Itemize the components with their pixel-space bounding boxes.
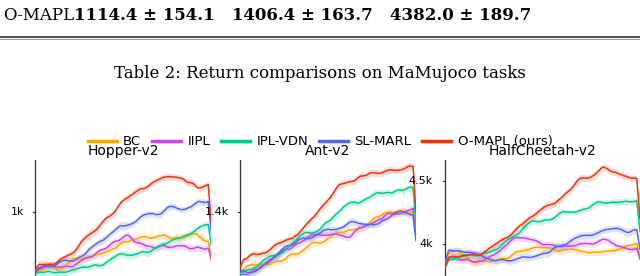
Title: HalfCheetah-v2: HalfCheetah-v2 [488,144,596,158]
Title: Hopper-v2: Hopper-v2 [88,144,159,158]
Text: Table 2: Return comparisons on MaMujoco tasks: Table 2: Return comparisons on MaMujoco … [114,65,526,82]
Text: 1.4k: 1.4k [205,207,230,217]
Legend: BC, IIPL, IPL-VDN, SL-MARL, O-MAPL (ours): BC, IIPL, IPL-VDN, SL-MARL, O-MAPL (ours… [83,130,557,153]
Text: 1114.4 ± 154.1   1406.4 ± 163.7   4382.0 ± 189.7: 1114.4 ± 154.1 1406.4 ± 163.7 4382.0 ± 1… [74,7,531,24]
Text: 4k: 4k [419,238,433,249]
Text: 1k: 1k [11,207,25,217]
Text: 4.5k: 4.5k [409,176,433,186]
Text: O-MAPL: O-MAPL [3,7,74,24]
Title: Ant-v2: Ant-v2 [305,144,351,158]
